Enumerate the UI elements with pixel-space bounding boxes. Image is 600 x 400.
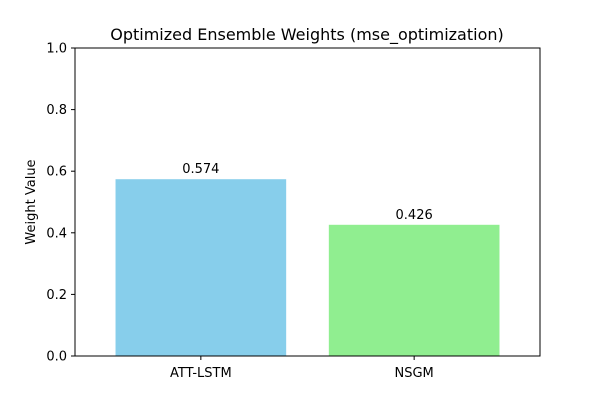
y-tick-label: 0.4 — [46, 226, 67, 241]
x-tick-label-att-lstm: ATT-LSTM — [170, 366, 232, 381]
y-tick-label: 0.0 — [46, 350, 67, 365]
bar-att-lstm — [115, 179, 287, 356]
y-axis-ticks: 0.0 0.2 0.4 0.6 0.8 1.0 — [46, 42, 75, 365]
x-axis-ticks: ATT-LSTM NSGM — [170, 356, 434, 381]
data-label-att-lstm: 0.574 — [182, 162, 219, 177]
plot-area: 0.574 0.426 — [115, 162, 500, 356]
data-label-nsgm: 0.426 — [396, 208, 433, 223]
y-axis-label: Weight Value — [24, 159, 39, 244]
y-tick-label: 0.6 — [46, 165, 67, 180]
bar-nsgm — [328, 224, 500, 356]
x-tick-label-nsgm: NSGM — [395, 366, 434, 381]
y-tick-label: 0.2 — [46, 288, 67, 303]
y-tick-label: 1.0 — [46, 42, 67, 57]
y-tick-label: 0.8 — [46, 103, 67, 118]
plot-frame — [74, 47, 541, 357]
chart-title: Optimized Ensemble Weights (mse_optimiza… — [110, 25, 504, 45]
